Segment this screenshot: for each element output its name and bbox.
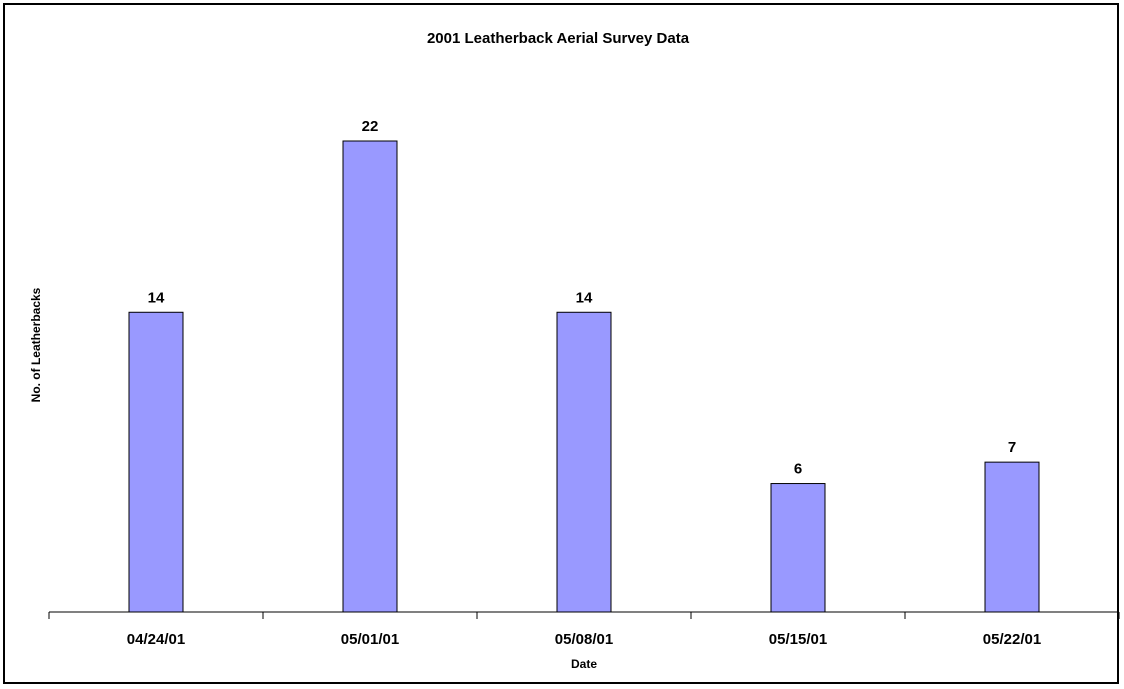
data-label: 14	[576, 289, 593, 306]
chart-title: 2001 Leatherback Aerial Survey Data	[426, 30, 690, 47]
bar	[342, 140, 398, 613]
data-label: 7	[1008, 439, 1016, 456]
bar	[128, 311, 184, 613]
x-tick-label: 05/22/01	[983, 631, 1041, 648]
x-tick-label: 05/01/01	[341, 631, 399, 648]
data-label: 14	[148, 289, 165, 306]
data-label: 22	[362, 118, 379, 135]
bar	[556, 311, 612, 613]
data-label: 6	[794, 461, 802, 478]
bar	[770, 483, 826, 613]
bar	[984, 461, 1040, 613]
x-tick-label: 05/08/01	[555, 631, 613, 648]
x-axis-label: Date	[570, 657, 597, 671]
x-tick-label: 04/24/01	[127, 631, 185, 648]
x-tick-label: 05/15/01	[769, 631, 827, 648]
